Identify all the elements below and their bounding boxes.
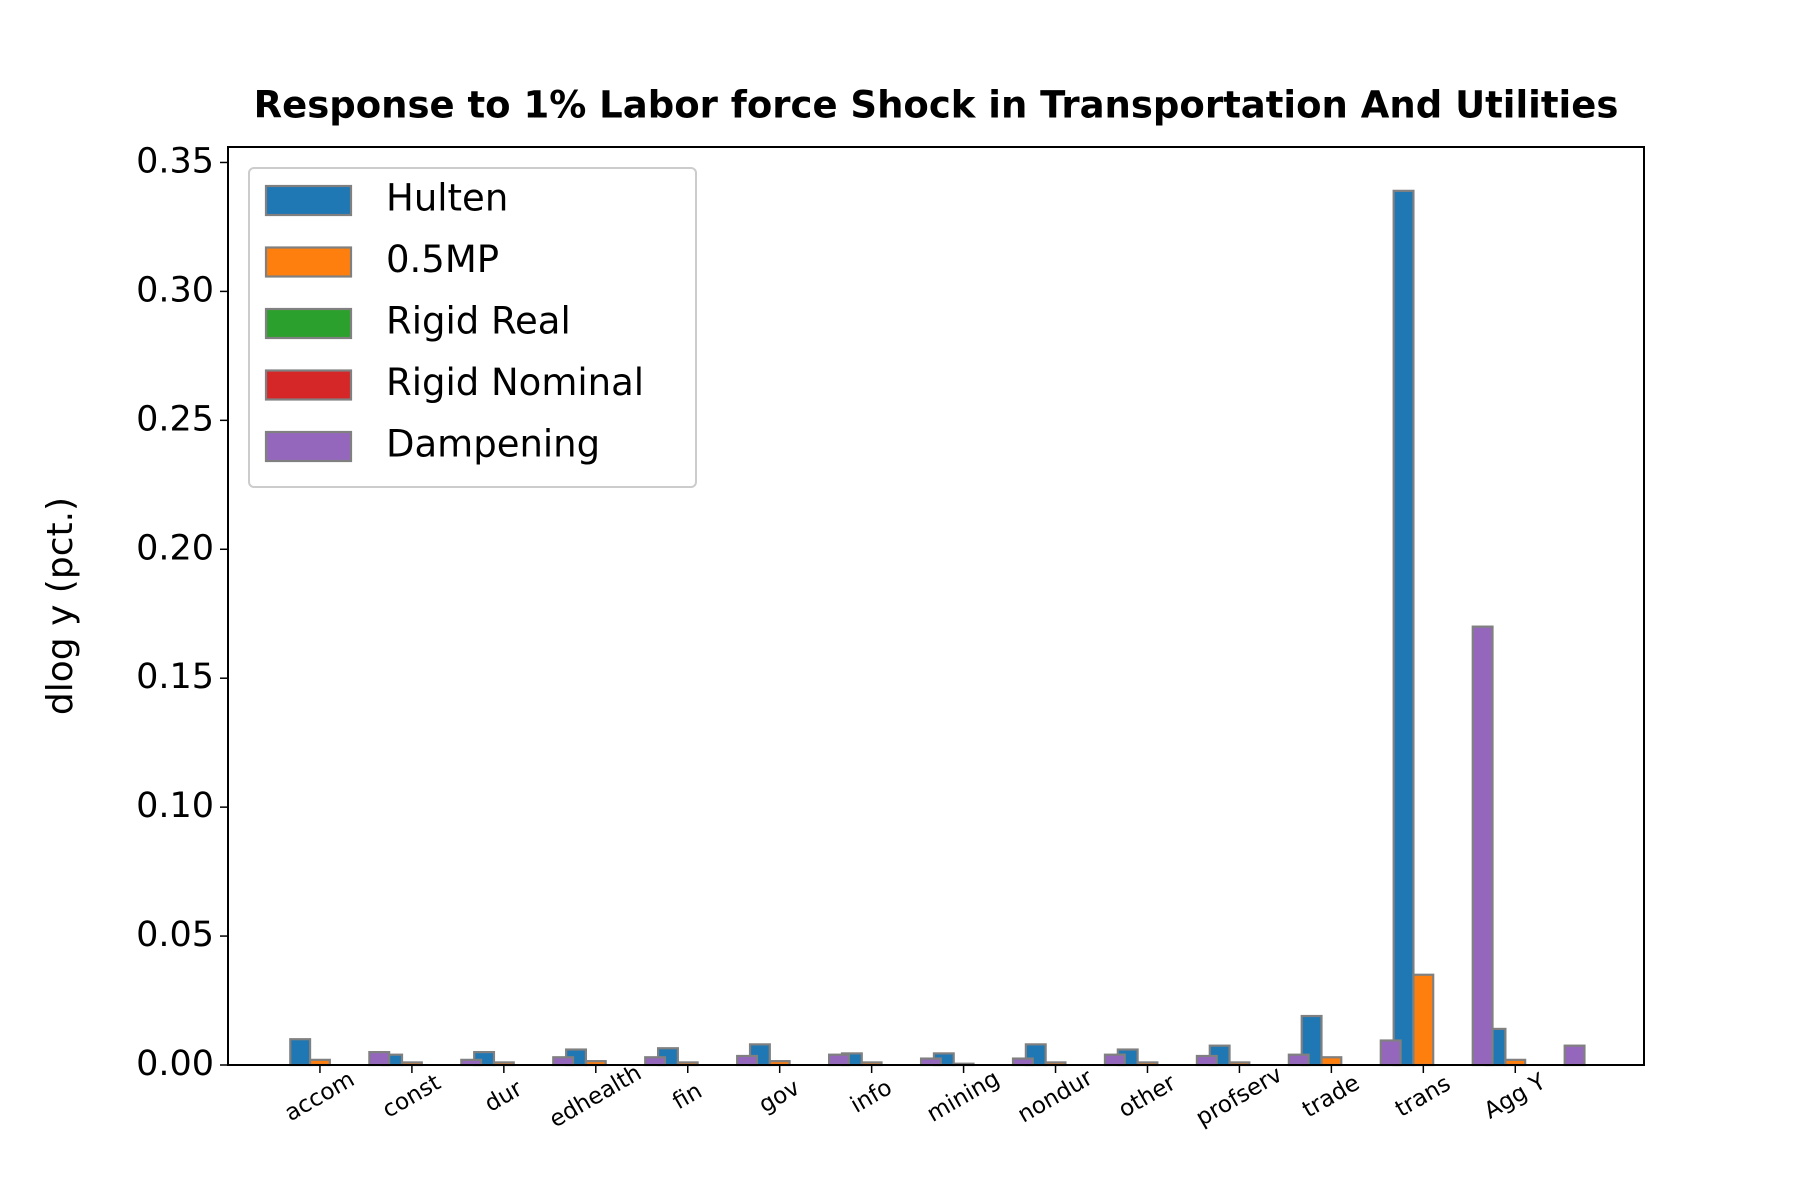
- y-tick-label: 0.25: [136, 399, 214, 439]
- y-tick-label: 0.10: [136, 786, 214, 826]
- bar: [1195, 1054, 1218, 1067]
- bar: [552, 1056, 575, 1067]
- bar: [1287, 1053, 1310, 1067]
- bar: [1320, 1056, 1343, 1067]
- legend-swatch: [264, 307, 353, 340]
- chart-title: Response to 1% Labor force Shock in Tran…: [254, 84, 1619, 127]
- bar: [1563, 1044, 1586, 1067]
- legend-label: 0.5MP: [386, 238, 499, 281]
- bar: [1412, 973, 1435, 1067]
- legend-swatch: [264, 369, 353, 401]
- legend-swatch: [264, 246, 353, 278]
- y-tick-label: 0.35: [136, 141, 214, 181]
- legend-label: Rigid Real: [386, 300, 571, 343]
- bar: [1471, 625, 1494, 1067]
- y-tick-label: 0.30: [136, 270, 214, 310]
- y-tick-label: 0.00: [136, 1044, 214, 1084]
- bar: [289, 1038, 312, 1067]
- bar: [368, 1051, 391, 1067]
- plot-frame: [227, 146, 1645, 1066]
- legend-label: Dampening: [386, 423, 600, 466]
- bar: [1103, 1053, 1126, 1067]
- y-axis-label: dlog y (pct.): [40, 497, 81, 715]
- bar: [1379, 1039, 1402, 1067]
- legend-label: Hulten: [386, 177, 508, 220]
- y-tick-label: 0.20: [136, 528, 214, 568]
- y-tick-label: 0.15: [136, 657, 214, 697]
- bar: [1392, 189, 1415, 1067]
- legend-swatch: [264, 430, 353, 463]
- legend-label: Rigid Nominal: [386, 361, 644, 404]
- bar: [736, 1054, 759, 1067]
- y-tick-label: 0.05: [136, 915, 214, 955]
- bar: [828, 1053, 850, 1067]
- legend-box: [248, 167, 697, 488]
- bar: [644, 1056, 667, 1067]
- legend-swatch: [264, 184, 353, 217]
